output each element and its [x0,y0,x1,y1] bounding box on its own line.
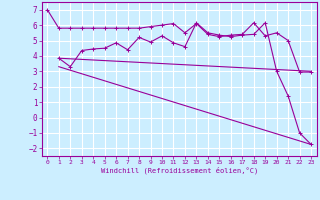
X-axis label: Windchill (Refroidissement éolien,°C): Windchill (Refroidissement éolien,°C) [100,167,258,174]
